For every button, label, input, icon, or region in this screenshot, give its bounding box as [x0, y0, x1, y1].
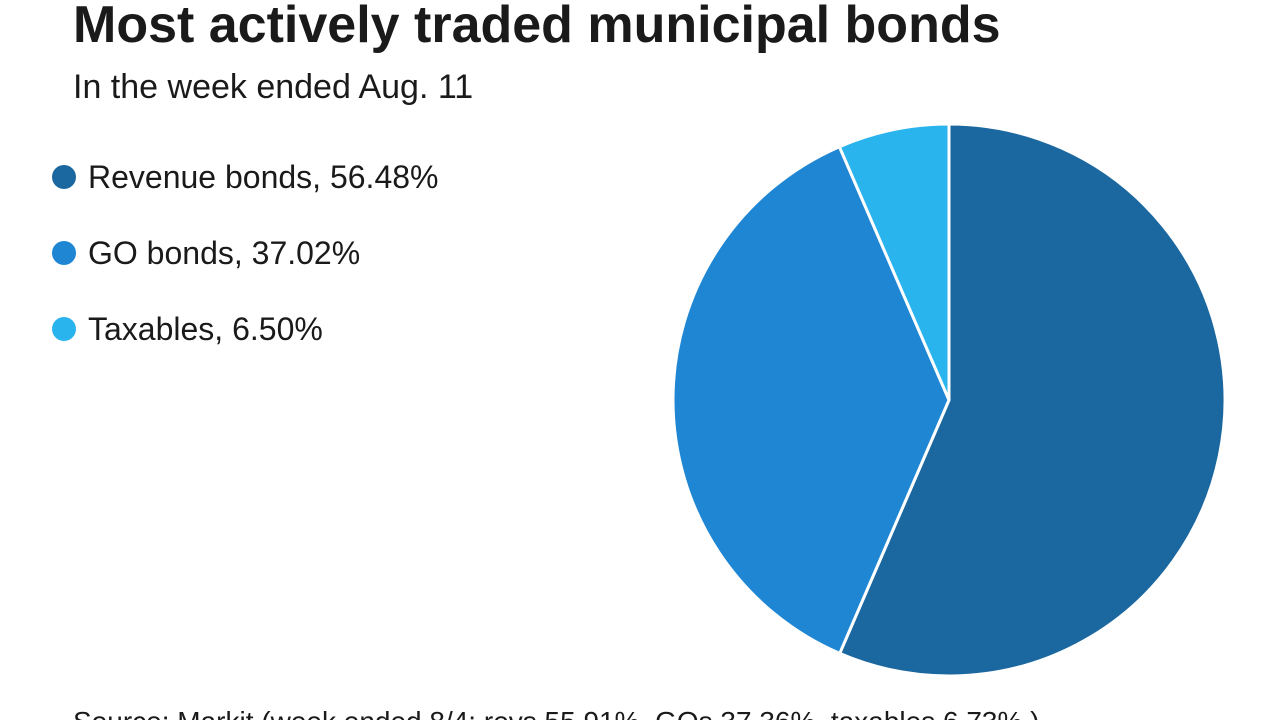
- source-note: Source: Markit (week ended 8/4: revs 55.…: [73, 706, 1040, 720]
- legend-label: Revenue bonds, 56.48%: [88, 159, 438, 195]
- legend-swatch: [52, 241, 76, 265]
- chart-title: Most actively traded municipal bonds: [73, 0, 1001, 54]
- chart-subtitle: In the week ended Aug. 11: [73, 68, 473, 106]
- legend-swatch: [52, 165, 76, 189]
- pie-slice: [837, 122, 951, 401]
- legend-label: Taxables, 6.50%: [88, 311, 323, 347]
- legend-label: GO bonds, 37.02%: [88, 235, 360, 271]
- pie-slice: [837, 122, 1227, 678]
- pie-slice: [671, 144, 951, 656]
- legend-swatch: [52, 317, 76, 341]
